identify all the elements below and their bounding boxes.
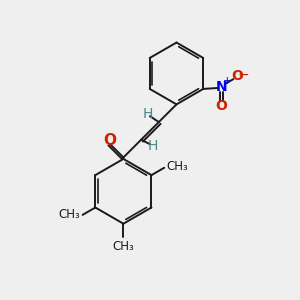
Text: +: +: [223, 76, 232, 86]
Text: −: −: [238, 68, 249, 82]
Text: H: H: [142, 107, 153, 121]
Text: CH₃: CH₃: [167, 160, 188, 173]
Text: O: O: [231, 69, 243, 83]
Text: CH₃: CH₃: [58, 208, 80, 221]
Text: N: N: [216, 80, 227, 94]
Text: O: O: [216, 99, 227, 113]
Text: CH₃: CH₃: [112, 241, 134, 254]
Text: O: O: [103, 134, 116, 148]
Text: H: H: [148, 139, 158, 153]
